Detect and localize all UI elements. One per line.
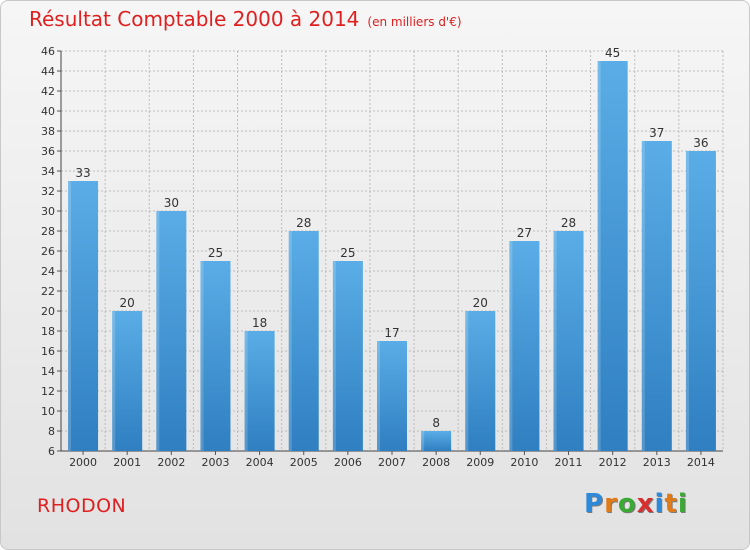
bar-value-label: 28 [561, 216, 576, 230]
title-text: Résultat Comptable 2000 à 2014 [29, 7, 360, 31]
x-tick-label: 2004 [246, 456, 274, 469]
bar-highlight [553, 231, 557, 451]
bar-value-label: 36 [693, 136, 708, 150]
bar [421, 431, 452, 451]
logo-letter: t [664, 489, 678, 519]
bar-value-label: 8 [432, 416, 440, 430]
y-tick-label: 22 [41, 285, 55, 298]
bar-highlight [685, 151, 689, 451]
x-tick-label: 2011 [555, 456, 583, 469]
y-tick-label: 10 [41, 405, 55, 418]
y-tick-label: 24 [41, 265, 55, 278]
bar [68, 181, 99, 451]
y-tick-label: 32 [41, 185, 55, 198]
y-tick-label: 34 [41, 165, 55, 178]
y-tick-label: 20 [41, 305, 55, 318]
bar-highlight [509, 241, 513, 451]
logo-letter: P [584, 489, 605, 519]
x-tick-label: 2001 [113, 456, 141, 469]
bar-value-label: 45 [605, 46, 620, 60]
x-tick-label: 2012 [599, 456, 627, 469]
bar-highlight [421, 431, 425, 451]
x-tick-label: 2005 [290, 456, 318, 469]
proxiti-logo[interactable]: Proxiti [584, 489, 688, 519]
bar-highlight [641, 141, 645, 451]
y-tick-label: 42 [41, 85, 55, 98]
bar [377, 341, 407, 451]
bar-highlight [244, 331, 248, 451]
commune-name: RHODON [37, 495, 127, 517]
logo-letter: x [636, 489, 655, 519]
bar-value-label: 37 [649, 126, 664, 140]
bar-highlight [156, 211, 160, 451]
bar-value-label: 20 [473, 296, 488, 310]
x-tick-label: 2003 [201, 456, 229, 469]
y-tick-label: 46 [41, 45, 55, 58]
bar [685, 151, 716, 451]
chart-title: Résultat Comptable 2000 à 2014 (en millie… [29, 7, 462, 31]
bar-highlight [465, 311, 469, 451]
bar-highlight [288, 231, 292, 451]
bar-value-label: 30 [164, 196, 179, 210]
bar-highlight [332, 261, 336, 451]
logo-letter: o [617, 489, 637, 519]
bar-value-label: 27 [517, 226, 532, 240]
bar-value-label: 33 [75, 166, 90, 180]
bar-highlight [377, 341, 380, 451]
logo-letter: i [654, 489, 665, 519]
bar-highlight [68, 181, 72, 451]
bar [509, 241, 540, 451]
bar [465, 311, 496, 451]
y-tick-label: 14 [41, 365, 55, 378]
bar [597, 61, 628, 451]
bar [288, 231, 319, 451]
bar-value-label: 25 [340, 246, 355, 260]
y-tick-label: 36 [41, 145, 55, 158]
y-tick-label: 26 [41, 245, 55, 258]
bar [200, 261, 231, 451]
y-tick-label: 8 [48, 425, 55, 438]
bar-value-label: 17 [384, 326, 399, 340]
logo-letter: i [677, 489, 688, 519]
bar-value-label: 25 [208, 246, 223, 260]
bar-value-label: 28 [296, 216, 311, 230]
y-tick-label: 44 [41, 65, 55, 78]
x-tick-label: 2006 [334, 456, 362, 469]
y-tick-label: 6 [48, 445, 55, 458]
bar-highlight [597, 61, 601, 451]
x-tick-label: 2014 [687, 456, 715, 469]
bar [332, 261, 363, 451]
y-tick-label: 18 [41, 325, 55, 338]
bar-highlight [200, 261, 204, 451]
chart-subtitle: (en milliers d'€) [367, 15, 462, 29]
x-tick-label: 2002 [157, 456, 185, 469]
bar-value-label: 18 [252, 316, 267, 330]
x-tick-label: 2009 [466, 456, 494, 469]
y-tick-label: 30 [41, 205, 55, 218]
bar-layer [68, 61, 716, 451]
x-tick-label: 2008 [422, 456, 450, 469]
x-tick-label: 2010 [510, 456, 538, 469]
bar-value-label: 20 [120, 296, 135, 310]
y-tick-label: 28 [41, 225, 55, 238]
y-tick-label: 40 [41, 105, 55, 118]
logo-letter: r [604, 489, 618, 519]
bar [156, 211, 187, 451]
x-tick-label: 2013 [643, 456, 671, 469]
y-tick-label: 38 [41, 125, 55, 138]
y-tick-label: 12 [41, 385, 55, 398]
bar [112, 311, 143, 451]
bar-highlight [112, 311, 116, 451]
bar [553, 231, 584, 451]
x-tick-label: 2000 [69, 456, 97, 469]
bar [244, 331, 275, 451]
x-tick-label: 2007 [378, 456, 406, 469]
bar [641, 141, 672, 451]
label-layer: 33 20 30 25 18 28 25 17 8 20 27 28 45 37 36 [75, 46, 708, 430]
y-tick-label: 16 [41, 345, 55, 358]
